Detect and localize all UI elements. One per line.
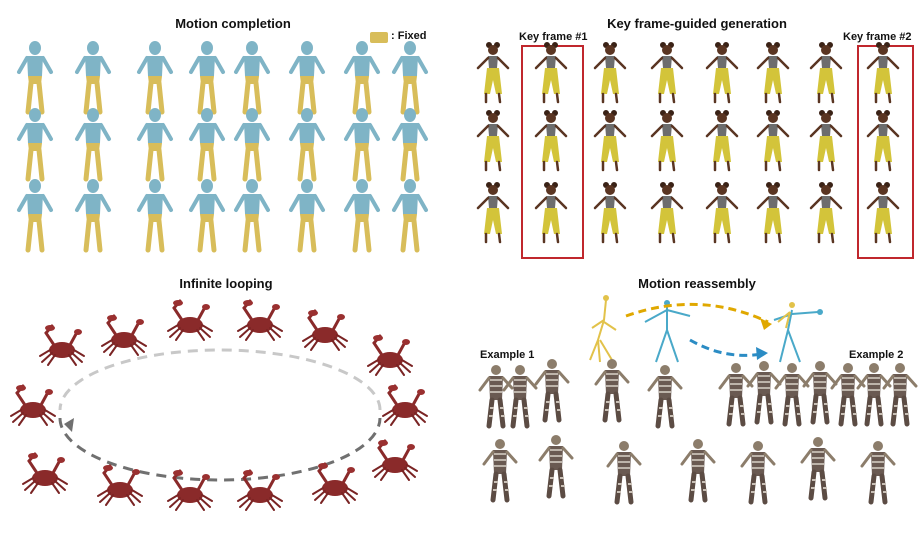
keyframe-generation-title: Key frame-guided generation	[607, 16, 787, 31]
key-frame-2-label: Key frame #2	[843, 31, 912, 43]
key-frame-1-label: Key frame #1	[519, 31, 588, 43]
motion-completion-title: Motion completion	[175, 16, 291, 31]
fixed-legend-label: : Fixed	[391, 30, 427, 42]
infinite-looping-title: Infinite looping	[179, 276, 273, 291]
motion-completion-figures	[19, 41, 426, 250]
fixed-legend-swatch	[370, 32, 388, 43]
loop-path	[58, 348, 382, 482]
crab-figures	[9, 298, 429, 512]
keyframe-dancers	[476, 40, 900, 244]
motion-reassembly-title: Motion reassembly	[638, 276, 756, 291]
zombie-figures	[480, 359, 916, 502]
reassembly-skeletons	[589, 295, 823, 363]
example-1-label: Example 1	[480, 349, 535, 361]
example-2-label: Example 2	[849, 349, 904, 361]
